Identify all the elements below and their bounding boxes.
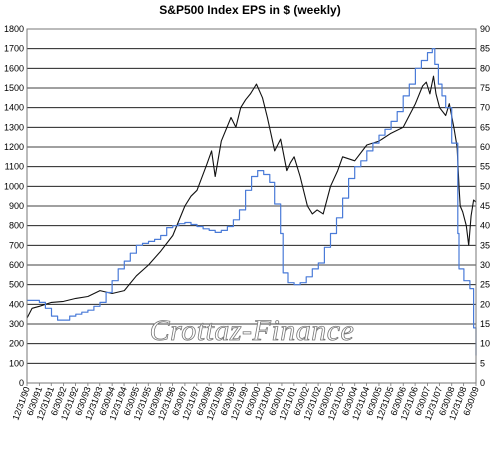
left-tick-label: 400 <box>9 299 24 309</box>
left-tick-label: 800 <box>9 221 24 231</box>
right-tick-label: 60 <box>480 142 490 152</box>
plot-frame <box>26 28 477 384</box>
right-tick-label: 50 <box>480 181 490 191</box>
right-tick-label: 45 <box>480 201 490 211</box>
series-lines <box>26 48 477 356</box>
left-tick-label: 300 <box>9 319 24 329</box>
left-tick-label: 0 <box>19 378 24 388</box>
grid-lines <box>27 28 476 384</box>
left-axis-ticks: 0 100 200 300 400 500 600 700 800 900 1000 1100 1200… <box>4 24 24 388</box>
left-tick-label: 1300 <box>4 122 24 132</box>
right-tick-label: 85 <box>480 44 490 54</box>
left-tick-label: 1100 <box>5 162 24 172</box>
left-tick-label: 1500 <box>4 83 24 93</box>
left-tick-label: 1600 <box>4 63 24 73</box>
x-axis-ticks: 12/31/906/30/9112/31/916/30/9212/31/926/… <box>10 383 481 422</box>
left-tick-label: 100 <box>9 358 24 368</box>
right-tick-label: 10 <box>480 339 490 349</box>
index-series-line <box>26 75 477 319</box>
right-tick-label: 75 <box>480 83 490 93</box>
eps-series-line <box>27 48 477 356</box>
left-tick-label: 600 <box>9 260 24 270</box>
right-tick-label: 5 <box>480 358 485 368</box>
right-tick-label: 65 <box>480 122 490 132</box>
left-tick-label: 500 <box>9 280 24 290</box>
right-tick-label: 0 <box>480 378 485 388</box>
left-tick-label: 700 <box>9 240 24 250</box>
right-tick-label: 20 <box>480 299 490 309</box>
left-tick-label: 1700 <box>4 44 24 54</box>
right-tick-label: 25 <box>480 280 490 290</box>
right-tick-label: 40 <box>480 221 490 231</box>
right-tick-label: 90 <box>480 24 490 34</box>
right-tick-label: 35 <box>480 240 490 250</box>
left-tick-label: 1000 <box>4 181 24 191</box>
right-tick-label: 15 <box>480 319 490 329</box>
right-tick-label: 70 <box>480 103 490 113</box>
left-tick-label: 1800 <box>4 24 24 34</box>
right-axis-ticks: 0 5 10 15 20 25 30 35 40 45 50 55 60 65 70 75 80 85 90 <box>480 24 490 388</box>
right-tick-label: 30 <box>480 260 490 270</box>
right-tick-label: 80 <box>480 63 490 73</box>
left-tick-label: 900 <box>9 201 24 211</box>
right-tick-label: 55 <box>480 162 490 172</box>
left-tick-label: 200 <box>9 339 24 349</box>
chart-title: S&P500 Index EPS in $ (weekly) <box>159 3 340 17</box>
watermark: Crottaz-Finance <box>150 314 355 347</box>
left-tick-label: 1200 <box>4 142 24 152</box>
left-tick-label: 1400 <box>4 103 24 113</box>
